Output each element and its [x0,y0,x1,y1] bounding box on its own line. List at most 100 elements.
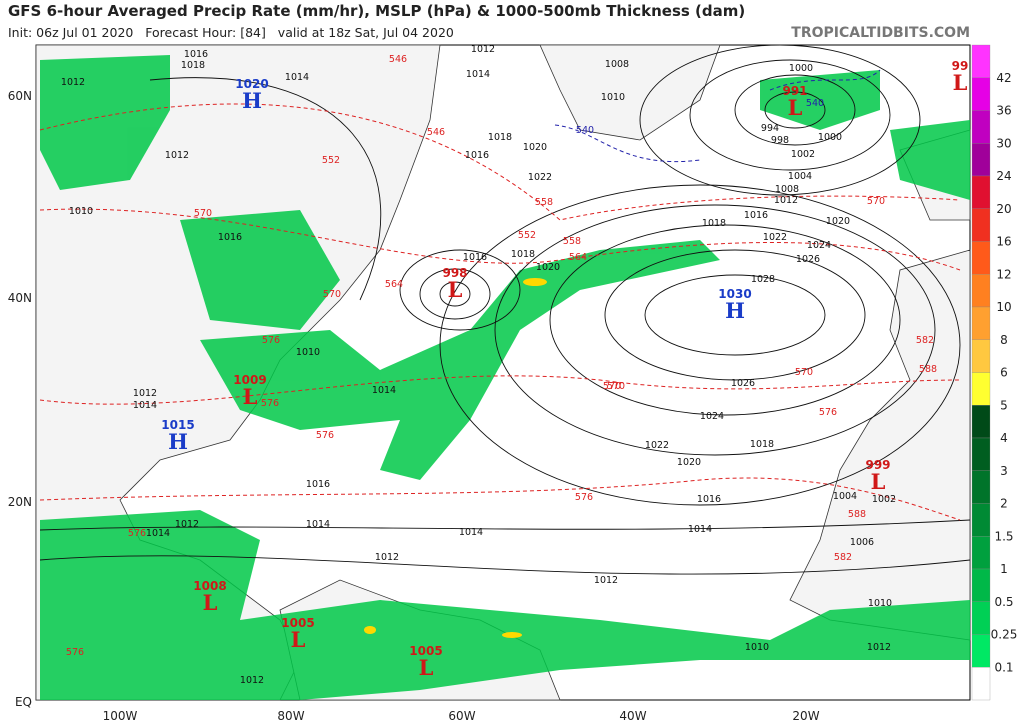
colorbar-bin [971,143,991,177]
isobar-label: 1002 [791,149,815,160]
center-letter: H [242,88,262,113]
colorbar-bin [971,536,991,570]
isobar-label: 1018 [702,218,726,229]
colorbar-label: 3 [1000,464,1008,478]
colorbar-label: 10 [996,300,1011,314]
thickness-label: 582 [916,335,934,346]
precip [40,55,970,700]
thickness-label: 546 [389,54,407,65]
lat-label: EQ [15,695,32,709]
isobar-label: 1014 [146,528,170,539]
isobar-label: 1028 [751,274,775,285]
center-letter: L [448,277,463,302]
center-value: 1030 [718,287,751,301]
thickness-label: 558 [563,236,581,247]
colorbar-label: 2 [1000,497,1008,511]
colorbar-label: 0.1 [994,660,1013,674]
thickness-540-label: 540 [576,125,594,136]
center-letter: L [871,469,886,494]
isobar-label: 1020 [523,142,547,153]
isobar-label: 1014 [459,527,483,538]
center-value: 1005 [409,644,442,658]
isobar-label: 1026 [796,254,820,265]
thickness-label: 552 [518,230,536,241]
isobar-label: 1010 [868,598,892,609]
colorbar-bin [971,339,991,373]
colorbar-bin [971,175,991,209]
thickness-label: 576 [261,398,279,409]
colorbar-label: 5 [1000,398,1008,412]
yellow-precip [364,278,547,638]
thickness-label: 564 [385,279,403,290]
center-value: 999 [865,458,890,472]
isobar-label: 1012 [240,675,264,686]
colorbar-label: 24 [996,169,1011,183]
thickness-label: 576 [819,407,837,418]
thickness-540-label: 540 [806,98,824,109]
isobar-label: 1016 [465,150,489,161]
thickness-label: 576 [128,528,146,539]
isobar-label: 1010 [745,642,769,653]
center-letter: L [419,655,434,680]
isobar-label: 1020 [536,262,560,273]
lat-label: 60N [8,89,32,103]
colorbar-bin [971,437,991,471]
center-value: 1005 [281,616,314,630]
isobar-label: 1024 [807,240,831,251]
thickness-label: 570 [194,208,212,219]
isobar-label: 1004 [833,491,857,502]
isobar-label: 1018 [750,439,774,450]
isobar-label: 1014 [285,72,309,83]
isobar-label: 1026 [731,378,755,389]
thickness-label: 564 [569,252,587,263]
isobar-label: 1010 [601,92,625,103]
colorbar-label: 8 [1000,333,1008,347]
thickness-label: 570 [867,196,885,207]
colorbar-bin [971,372,991,406]
colorbar-label: 42 [996,71,1011,85]
thickness-label: 546 [427,127,445,138]
isobar-label: 1004 [788,171,812,182]
site: TROPICALTIDBITS.COM [791,25,970,41]
colorbar-bin [971,470,991,504]
isobar-label: 1006 [850,537,874,548]
isobar-label: 998 [771,135,789,146]
isobar-label: 1018 [488,132,512,143]
isobar-label: 1018 [181,60,205,71]
lat-label: 40N [8,291,32,305]
isobar-label: 1000 [789,63,813,74]
colorbar-bin [971,241,991,275]
lon-label: 60W [448,709,475,723]
center-letter: L [203,590,218,615]
isobar-label: 1012 [175,519,199,530]
colorbar-bin [971,44,991,78]
thickness-540 [554,69,881,162]
colorbar-label: 20 [996,202,1011,216]
colorbar-label: 1.5 [994,529,1013,543]
center-letter: H [168,429,188,454]
center-letter: L [953,70,968,95]
isobar-label: 994 [761,123,779,134]
isobar-label: 1020 [677,457,701,468]
isobar-label: 1022 [528,172,552,183]
isobar-label: 1012 [375,552,399,563]
isobar-label: 1012 [471,44,495,55]
colorbar-label: 1 [1000,562,1008,576]
thickness-label: 570 [607,381,625,392]
thickness-label: 558 [535,197,553,208]
thickness-label: 552 [322,155,340,166]
colorbar-bin [971,208,991,242]
isobar-label: 1022 [645,440,669,451]
lon-label: 80W [277,709,304,723]
center-letter: L [243,384,258,409]
isobar-label: 1024 [700,411,724,422]
title: GFS 6-hour Averaged Precip Rate (mm/hr),… [8,2,745,20]
colorbar-bin [971,274,991,308]
thickness-label: 588 [919,364,937,375]
isobar-label: 1012 [594,575,618,586]
isobar-label: 1014 [372,385,396,396]
center-letter: H [725,298,745,323]
isobar-label: 1008 [605,59,629,70]
